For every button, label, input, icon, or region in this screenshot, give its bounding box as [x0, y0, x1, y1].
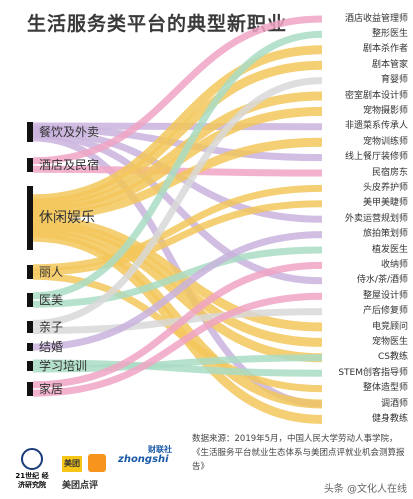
logo-meituan-dianping: 美团点评 [62, 478, 98, 491]
flow-ribbon [32, 219, 323, 347]
flow-ribbon [32, 231, 323, 351]
job-label: 宠物医生 [371, 336, 408, 347]
flow-ribbon [32, 45, 323, 204]
job-label: 育婴师 [380, 75, 408, 86]
logo-meituan-text: 美团 [64, 459, 80, 468]
category-label: 休闲娱乐 [39, 210, 95, 226]
job-label: 电竞顾问 [371, 321, 408, 332]
flow-ribbon [32, 261, 323, 389]
job-label: 整体造型师 [362, 383, 408, 394]
category-label: 医美 [39, 293, 64, 307]
logo-cailianshe-text: 财联社 [148, 445, 172, 454]
flow-ribbon [32, 125, 323, 162]
category-label: 丽人 [39, 265, 64, 279]
logo-zhongshi: zhongshi [118, 454, 169, 465]
job-label: STEM创客指导师 [338, 367, 408, 378]
flow-ribbon [32, 30, 323, 300]
job-label: 外卖运营规划师 [344, 213, 408, 224]
logo-21st-circle-icon [21, 448, 43, 470]
job-label: CS教练 [378, 352, 408, 363]
logo-21st-text: 21世纪 经济研究院 [15, 472, 49, 489]
job-label: 产后修复师 [362, 306, 408, 317]
flow-ribbon [32, 246, 323, 308]
job-label: 收纳师 [380, 259, 408, 270]
job-label: 民宿房东 [371, 167, 408, 178]
job-label: 侍水/茶/酒师 [356, 275, 408, 286]
logo-zhongshi-text: zhongshi [118, 454, 169, 465]
footer: 21世纪 经济研究院 美团 美团点评 zhongshi 财联社 [0, 428, 413, 499]
category-label: 学习培训 [39, 359, 88, 373]
job-label: 剧本管家 [371, 59, 408, 70]
category-bar [27, 122, 33, 142]
category-label: 结婚 [39, 340, 64, 354]
job-label: 非遗菜系传承人 [344, 121, 408, 132]
job-label: 宠物训练师 [362, 136, 408, 147]
job-label: 整形医生 [371, 28, 408, 39]
category-bar [27, 158, 33, 172]
job-label: 头皮养护师 [362, 182, 408, 193]
flow-ribbon [32, 77, 323, 327]
category-bar [27, 186, 33, 250]
job-label: 调酒师 [380, 398, 408, 409]
flow-ribbon [32, 200, 323, 276]
flow-ribbon [32, 60, 323, 208]
data-source-note: 数据来源：2019年5月，中国人民大学劳动人事学院，《生活服务平台就业生态体系与… [192, 434, 405, 472]
page-title: 生活服务类平台的典型新职业 [27, 13, 288, 35]
flow-ribbon [32, 292, 323, 397]
job-label: 宠物摄影师 [362, 105, 408, 116]
flow-ribbon [32, 91, 323, 212]
flow-ribbon [32, 137, 323, 221]
job-label: 整屋设计师 [362, 290, 408, 301]
category-label: 餐饮及外卖 [39, 125, 100, 139]
job-label: 旅拍策划师 [362, 229, 408, 240]
job-label: 剧本杀作者 [362, 44, 408, 55]
flow-ribbon [32, 184, 323, 272]
category-label: 亲子 [39, 320, 64, 334]
category-bar [27, 343, 33, 351]
logo-meituan-box: 美团 [62, 456, 82, 472]
logo-cailianshe: 财联社 [148, 444, 172, 455]
category-bar [27, 361, 33, 371]
logo-meituan-dianping-text: 美团点评 [62, 481, 99, 491]
flow-ribbon [32, 354, 323, 373]
category-label: 家居 [39, 382, 64, 396]
job-label: 酒店收益管理师 [344, 13, 408, 24]
flow-ribbon [32, 359, 323, 377]
category-bar [27, 382, 33, 396]
category-bar [27, 265, 33, 279]
sankey-flows [32, 15, 323, 424]
job-label: 美甲美睫师 [362, 198, 408, 209]
job-label: 线上餐厅装修师 [344, 152, 408, 163]
category-bar [27, 321, 33, 333]
category-bar [27, 293, 33, 307]
job-label: 健身教练 [371, 413, 408, 424]
category-label: 酒店及民宿 [39, 158, 100, 172]
watermark: 头条 @文化人在线 [323, 484, 407, 495]
logo-dianping-icon [88, 454, 106, 472]
flow-ribbon [32, 15, 323, 165]
logo-21st-century: 21世纪 经济研究院 [15, 448, 49, 490]
job-label: 植发医生 [371, 244, 408, 255]
job-label: 密室剧本设计师 [344, 90, 408, 101]
